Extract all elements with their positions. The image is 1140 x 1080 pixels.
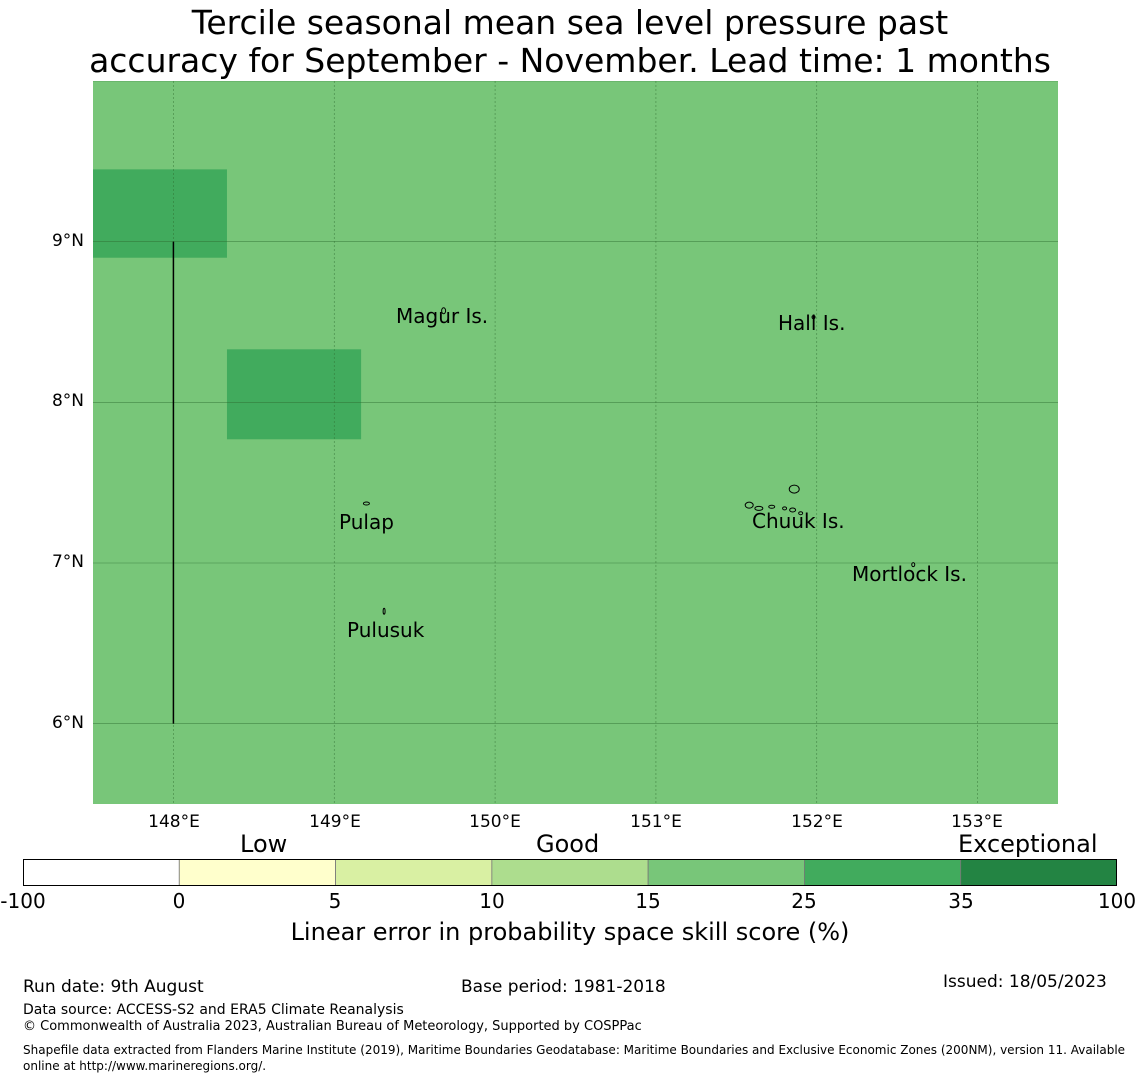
island-outline	[744, 501, 754, 509]
colorbar	[22, 858, 1118, 887]
island-outline	[441, 307, 447, 315]
place-label-pulap: Pulap	[339, 510, 394, 534]
data-source: Data source: ACCESS-S2 and ERA5 Climate …	[23, 1002, 404, 1018]
colorbar-segment	[960, 858, 1118, 887]
lat-label-9n: 9°N	[51, 231, 84, 251]
colorbar-segment	[804, 858, 962, 887]
island-outline	[382, 607, 386, 615]
copyright: © Commonwealth of Australia 2023, Austra…	[23, 1019, 642, 1034]
map-panel[interactable]	[93, 81, 1058, 804]
colorbar-tick: 25	[791, 889, 817, 913]
run-date: Run date: 9th August	[23, 977, 204, 997]
lon-label-152e: 152°E	[791, 812, 843, 832]
island-outline	[754, 505, 764, 511]
lon-label-148e: 148°E	[148, 812, 200, 832]
colorbar-category-low: Low	[240, 830, 288, 858]
colorbar-tick: 5	[328, 889, 342, 913]
lat-label-7n: 7°N	[51, 552, 84, 572]
place-label-magur: Magur Is.	[396, 304, 489, 328]
island-outline	[911, 562, 916, 568]
colorbar-border	[23, 859, 1117, 886]
colorbar-segment	[647, 858, 805, 887]
place-label-mortlock: Mortlock Is.	[852, 562, 967, 586]
colorbar-canvas	[22, 858, 1118, 887]
colorbar-tick: 35	[948, 889, 974, 913]
island-outline	[798, 511, 804, 516]
lat-label-8n: 8°N	[51, 391, 84, 411]
issued-date: Issued: 18/05/2023	[943, 972, 1107, 992]
place-label-pulusuk: Pulusuk	[347, 618, 425, 642]
title-line-1: Tercile seasonal mean sea level pressure…	[191, 3, 949, 42]
colorbar-tick: 100	[1097, 889, 1137, 913]
skill-cell-highlight	[226, 349, 362, 440]
lon-label-149e: 149°E	[309, 812, 361, 832]
island-outline	[789, 507, 797, 513]
skill-cell-highlight	[93, 169, 227, 258]
chart-title: Tercile seasonal mean sea level pressure…	[0, 4, 1140, 80]
colorbar-segment	[335, 858, 493, 887]
island-outline	[811, 315, 816, 320]
island-outline	[768, 504, 776, 509]
lat-label-6n: 6°N	[51, 713, 84, 733]
shapefile-credit: Shapefile data extracted from Flanders M…	[23, 1043, 1126, 1073]
island-outline	[782, 506, 788, 511]
place-label-chuuk: Chuuk Is.	[752, 509, 845, 533]
map-canvas[interactable]	[93, 81, 1058, 804]
lon-label-151e: 151°E	[630, 812, 682, 832]
place-label-hall: Hall Is.	[778, 311, 846, 335]
colorbar-segment	[491, 858, 649, 887]
colorbar-category-exceptional: Exceptional	[958, 830, 1098, 858]
skill-field-background	[93, 81, 1058, 804]
colorbar-segment	[22, 858, 180, 887]
colorbar-tick: 10	[479, 889, 505, 913]
island-outline	[788, 484, 800, 494]
colorbar-tick: -100	[0, 889, 46, 913]
lon-label-153e: 153°E	[951, 812, 1003, 832]
colorbar-tick: 15	[635, 889, 661, 913]
colorbar-segment	[178, 858, 336, 887]
colorbar-category-good: Good	[536, 830, 600, 858]
island-outline	[362, 501, 370, 506]
colorbar-tick: 0	[172, 889, 186, 913]
lon-label-150e: 150°E	[469, 812, 521, 832]
base-period: Base period: 1981-2018	[461, 977, 666, 997]
title-line-2: accuracy for September - November. Lead …	[89, 41, 1051, 80]
colorbar-label: Linear error in probability space skill …	[290, 918, 850, 946]
